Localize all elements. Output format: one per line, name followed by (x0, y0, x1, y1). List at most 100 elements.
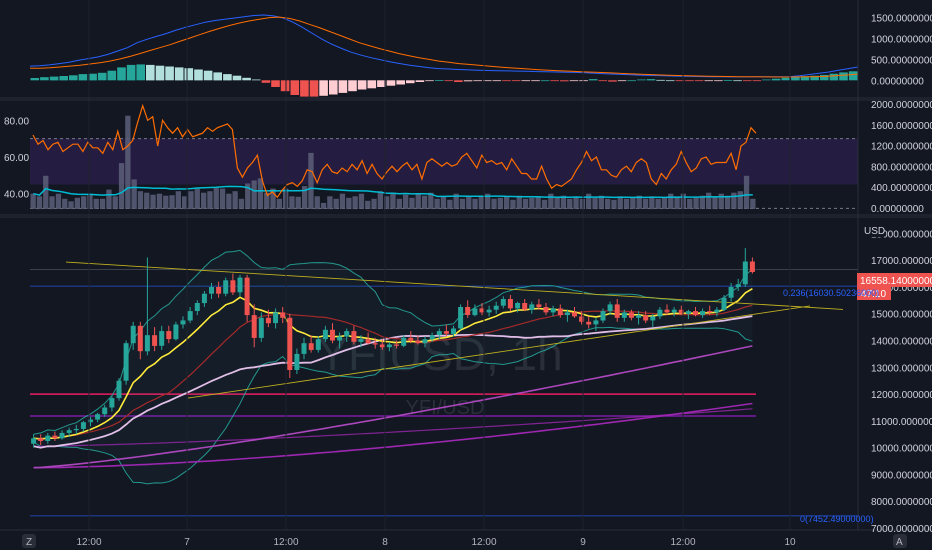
candle-body (728, 287, 734, 298)
candle-body (529, 304, 535, 310)
volume-bar (99, 198, 106, 209)
candle-body (479, 308, 485, 313)
candle-body (116, 380, 122, 399)
macd-histogram-bar (656, 79, 665, 81)
macd-histogram-bar (280, 80, 290, 92)
candle-body (422, 339, 428, 344)
macd-histogram-bar (550, 80, 559, 82)
candle-body (436, 331, 442, 336)
autoscale-button[interactable] (893, 534, 907, 548)
volume-bar (81, 196, 87, 210)
candle-body (123, 343, 129, 381)
volume-bar (207, 191, 213, 209)
volume-bar (156, 193, 163, 209)
macd-histogram-bar (69, 75, 78, 81)
volume-bar (529, 197, 535, 209)
candle-body (80, 422, 86, 429)
signal-line (30, 16, 859, 78)
overlay-labels: USD 16558.14000000 47:10 0.236(16030.502… (22, 223, 932, 548)
volume-bar (541, 199, 548, 209)
price-axis-tick: 7000.00000000 (871, 524, 932, 535)
candle-body (31, 438, 37, 444)
volume-bar (295, 196, 301, 209)
macd-histogram-bar (733, 80, 742, 82)
bollinger-lower (33, 326, 753, 485)
candle-body (707, 311, 713, 313)
macd-histogram-bar (406, 80, 415, 84)
volume-axis-tick: 0.00000000 (871, 204, 924, 215)
volume-bar (403, 194, 409, 209)
macd-histogram-bar (521, 80, 531, 82)
time-axis[interactable]: 12:00 7 12:00 8 12:00 9 12:00 10 (76, 537, 796, 548)
volume-bar (750, 198, 756, 209)
volume-bar (314, 196, 320, 210)
volume-bar (630, 197, 636, 209)
candle-body (180, 320, 186, 325)
macd-histogram-bar (40, 77, 49, 81)
volume-bar (453, 193, 459, 209)
macd-histogram-bar (396, 80, 405, 85)
volume-bar (485, 193, 491, 209)
volume-bar (377, 191, 383, 209)
last-price-text: 16558.14000000 (860, 276, 932, 287)
candle-body (386, 344, 392, 348)
ma-200-line (33, 402, 753, 469)
volume-bar (447, 199, 453, 209)
volume-axis-tick: 2000.00000000 (871, 100, 932, 111)
candle-body (52, 435, 58, 439)
candle-body (550, 308, 556, 313)
volume-bar (238, 198, 245, 209)
volume-bar (93, 198, 99, 209)
candle-body (507, 299, 513, 309)
macd-histogram-bar (357, 80, 367, 90)
macd-histogram-bar (377, 80, 386, 87)
candle-body (130, 325, 136, 344)
volume-bar (478, 196, 484, 210)
price-axis[interactable]: 1500.00000000 1000.00000000 500.00000000 0.… (0, 0, 932, 535)
candle-body (159, 331, 165, 346)
volume-bar (642, 198, 649, 209)
macd-histogram-bar (271, 80, 280, 87)
volume-bar (573, 196, 579, 209)
candle-body (586, 321, 592, 325)
volume-bar (384, 196, 390, 210)
candle-body (557, 308, 563, 316)
rsi-band (30, 138, 858, 185)
macd-axis-tick: 1500.00000000 (871, 14, 932, 25)
volume-bar (510, 199, 516, 209)
volume-bar (144, 192, 150, 209)
volume-bar (320, 202, 327, 209)
macd-histogram-bar (319, 80, 328, 96)
candle-body (173, 324, 179, 340)
candle-body (415, 340, 421, 344)
price-axis-tick: 16000.00000000 (871, 283, 932, 294)
macd-histogram-bar (627, 80, 636, 82)
volume-bar (636, 195, 642, 209)
candle-body (308, 343, 314, 350)
candle-body (643, 315, 649, 321)
candle-body (73, 428, 79, 431)
volume-bar (605, 198, 611, 209)
volume-bar (459, 198, 466, 209)
macd-histogram-bar (213, 72, 222, 81)
timezone-button[interactable] (22, 534, 36, 548)
rsi-axis-tick: 40.00 (4, 190, 29, 201)
candle-body (401, 337, 407, 346)
candle-body (671, 309, 677, 313)
candle-body (301, 343, 307, 354)
price-axis-tick: 14000.00000000 (871, 337, 932, 348)
macd-histogram-bar (800, 76, 810, 81)
candle-body (500, 299, 506, 306)
volume-bar (567, 198, 573, 209)
candle-body (522, 303, 528, 310)
candle-body (372, 343, 378, 345)
price-axis-tick: 8000.00000000 (871, 497, 932, 508)
volume-bar (466, 195, 472, 209)
candle-body (408, 337, 414, 341)
candle-body (194, 303, 200, 311)
candle-body (429, 335, 435, 340)
candle-body (486, 309, 492, 313)
macd-histogram-bar (78, 74, 88, 81)
macd-histogram-bar (88, 73, 97, 81)
rsi-axis-tick: 60.00 (4, 153, 29, 164)
